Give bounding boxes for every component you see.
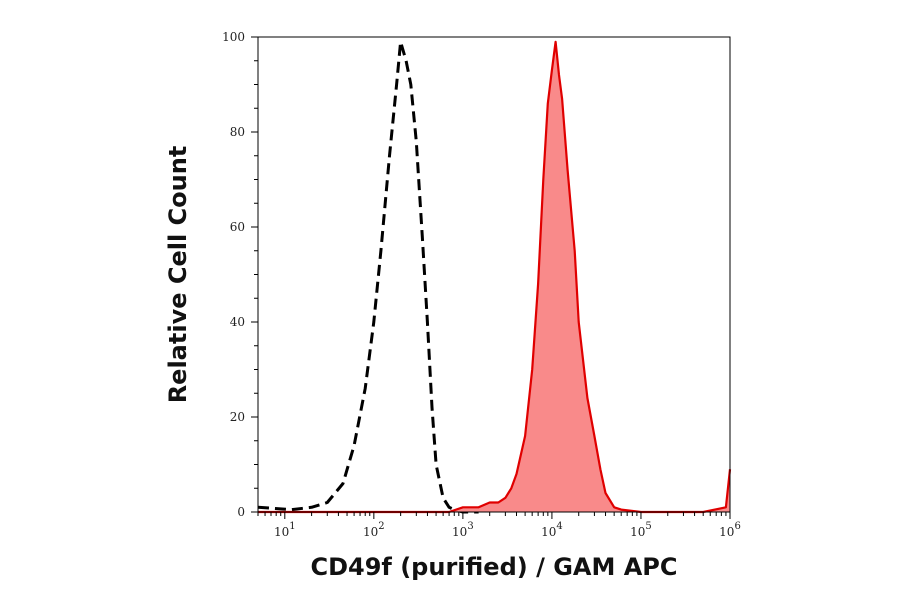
y-tick-label: 40 (230, 315, 245, 329)
y-axis-title: Relative Cell Count (164, 146, 192, 404)
plot-frame (257, 36, 731, 513)
x-tick-label: 105 (630, 521, 652, 539)
y-tick-label: 60 (230, 220, 245, 234)
x-tick-label: 103 (452, 521, 474, 539)
series-layer (257, 40, 732, 514)
x-tick-label: 106 (719, 521, 741, 539)
stained-histogram-line (258, 40, 732, 514)
y-tick-label: 80 (230, 125, 245, 139)
x-axis-title: CD49f (purified) / GAM APC (310, 553, 677, 581)
series-fill-area (258, 41, 730, 513)
control-histogram-line (257, 40, 479, 514)
x-tick-label: 102 (363, 521, 385, 539)
x-tick-label: 104 (541, 521, 563, 539)
ticks-layer: 0 20 40 60 80 100 101 102 103 104 105 106 (222, 30, 741, 539)
y-tick-label: 20 (230, 410, 245, 424)
x-tick-label: 101 (274, 521, 296, 539)
y-tick-label: 0 (237, 505, 245, 519)
y-tick-label: 100 (222, 30, 245, 44)
